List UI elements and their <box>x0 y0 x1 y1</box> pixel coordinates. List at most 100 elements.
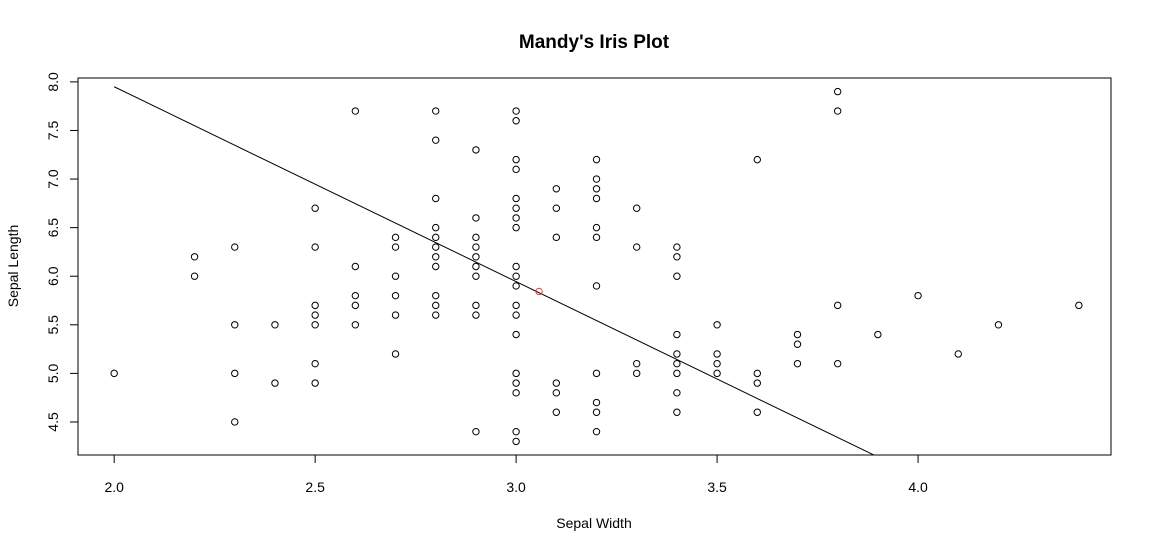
data-point <box>673 350 681 358</box>
data-point <box>713 350 721 358</box>
data-point <box>432 262 440 271</box>
y-tick-label: 8.0 <box>45 72 61 92</box>
y-axis-label: Sepal Length <box>5 225 21 308</box>
data-point <box>512 262 520 271</box>
data-point <box>592 155 601 164</box>
data-point <box>231 321 239 329</box>
data-point <box>432 253 440 261</box>
data-point <box>592 369 601 378</box>
data-point <box>753 155 761 164</box>
data-point <box>432 194 440 203</box>
data-point <box>512 107 520 115</box>
data-point <box>472 427 480 436</box>
data-point <box>432 107 440 115</box>
data-point <box>512 369 520 378</box>
data-point <box>673 272 681 280</box>
data-point <box>512 389 520 397</box>
data-point <box>633 204 641 212</box>
data-point <box>512 379 520 387</box>
data-point <box>833 359 842 368</box>
regression-line <box>113 86 876 455</box>
data-point <box>793 359 802 368</box>
data-point <box>673 253 681 261</box>
data-point <box>512 223 520 232</box>
data-point <box>713 369 721 378</box>
data-point <box>512 272 520 280</box>
data-point <box>833 107 842 115</box>
data-point <box>592 282 601 290</box>
y-tick-label: 7.0 <box>45 169 61 189</box>
plot-frame <box>77 77 1112 456</box>
data-point <box>472 262 480 271</box>
data-point <box>512 155 520 164</box>
data-point <box>391 311 400 319</box>
data-point <box>472 253 480 261</box>
data-point <box>633 369 641 378</box>
data-point <box>512 427 520 436</box>
data-point <box>472 214 480 222</box>
data-point <box>512 282 520 290</box>
data-point <box>552 185 561 193</box>
x-axis: 2.0 2.5 3.0 3.5 4.0 <box>104 454 928 495</box>
data-point <box>271 379 279 387</box>
x-tick-label: 2.0 <box>104 479 124 495</box>
data-point <box>472 272 480 280</box>
chart-title: Mandy's Iris Plot <box>519 32 670 53</box>
data-point <box>311 379 319 387</box>
y-tick-label: 7.5 <box>45 121 61 141</box>
data-point <box>1075 301 1083 310</box>
mean-point <box>535 287 543 296</box>
data-point <box>432 233 440 242</box>
data-point <box>311 301 319 310</box>
data-point <box>592 185 601 193</box>
data-point <box>673 243 681 251</box>
data-point <box>311 243 319 251</box>
data-point <box>753 369 761 378</box>
data-point <box>391 243 400 251</box>
data-point <box>793 330 802 339</box>
data-point <box>351 291 360 300</box>
data-point <box>592 175 601 183</box>
x-tick-label: 3.5 <box>707 479 727 495</box>
x-tick-label: 4.0 <box>908 479 928 495</box>
data-point <box>432 223 440 232</box>
data-point <box>592 233 601 242</box>
data-point <box>592 408 601 416</box>
data-point <box>994 321 1003 329</box>
data-point <box>472 311 480 319</box>
data-point <box>472 146 480 154</box>
data-point <box>190 253 199 261</box>
data-point <box>432 311 440 319</box>
data-point <box>874 330 882 339</box>
data-point <box>713 321 721 329</box>
data-point <box>231 369 239 378</box>
data-point <box>673 408 681 416</box>
data-point <box>351 107 360 115</box>
data-point <box>552 233 561 242</box>
data-point <box>592 223 601 232</box>
data-point <box>592 194 601 203</box>
data-point <box>914 291 922 300</box>
data-point <box>833 301 842 310</box>
data-point <box>231 418 239 426</box>
data-point <box>753 379 761 387</box>
data-point <box>391 272 400 280</box>
data-point <box>512 117 520 125</box>
y-tick-label: 6.5 <box>45 218 61 238</box>
data-point <box>673 389 681 397</box>
y-tick-label: 5.0 <box>45 363 61 383</box>
data-point <box>633 359 641 368</box>
data-point <box>793 340 802 348</box>
data-point <box>311 311 319 319</box>
data-point <box>110 369 118 378</box>
data-point <box>633 243 641 251</box>
data-point <box>391 233 400 242</box>
data-point <box>432 291 440 300</box>
data-point <box>311 321 319 329</box>
data-point <box>512 437 520 446</box>
data-point <box>954 350 962 358</box>
x-tick-label: 3.0 <box>506 479 526 495</box>
data-point <box>552 379 561 387</box>
data-point <box>592 427 601 436</box>
